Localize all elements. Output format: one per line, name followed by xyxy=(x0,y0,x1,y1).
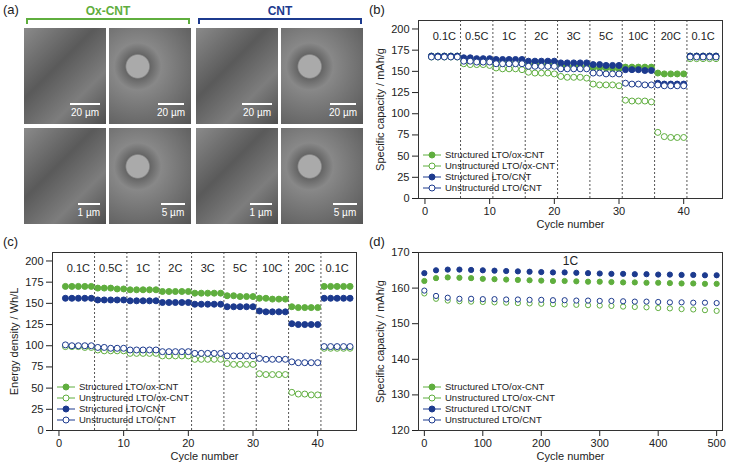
svg-text:10C: 10C xyxy=(628,30,648,42)
html-text:Unstructured LTO/CNT: Unstructured LTO/CNT xyxy=(445,182,542,193)
html-text:Unstructured LTO/ox-CNT: Unstructured LTO/ox-CNT xyxy=(79,392,189,403)
svg-text:20: 20 xyxy=(548,205,560,217)
svg-text:Cycle number: Cycle number xyxy=(537,450,605,462)
svg-text:Cycle number: Cycle number xyxy=(171,450,239,462)
svg-text:Cycle number: Cycle number xyxy=(537,218,605,230)
html-text:Unstructured LTO/ox-CNT: Unstructured LTO/ox-CNT xyxy=(445,160,555,171)
svg-text:2C: 2C xyxy=(168,262,182,274)
svg-text:Specific capacity / mAh/g: Specific capacity / mAh/g xyxy=(374,48,386,171)
html-text:Structured LTO/CNT: Structured LTO/CNT xyxy=(445,403,532,414)
html-text:Structured LTO/ox-CNT: Structured LTO/ox-CNT xyxy=(445,381,545,392)
html-text:(c): (c) xyxy=(3,234,19,249)
svg-text:150: 150 xyxy=(391,65,409,77)
svg-text:150: 150 xyxy=(25,297,43,309)
svg-text:5C: 5C xyxy=(599,30,613,42)
svg-text:50: 50 xyxy=(397,150,409,162)
svg-text:0: 0 xyxy=(56,437,62,449)
html-text:Ox-CNT: Ox-CNT xyxy=(85,4,131,18)
svg-text:40: 40 xyxy=(678,205,690,217)
html-text:20 µm: 20 µm xyxy=(71,107,99,118)
svg-text:200: 200 xyxy=(391,22,409,34)
svg-text:20C: 20C xyxy=(295,262,315,274)
svg-text:100: 100 xyxy=(391,107,409,119)
html-text:CNT: CNT xyxy=(267,4,293,18)
svg-text:1C: 1C xyxy=(563,254,579,268)
svg-text:25: 25 xyxy=(31,403,43,415)
svg-text:100: 100 xyxy=(474,437,492,449)
svg-text:40: 40 xyxy=(312,437,324,449)
html-text:Unstructured LTO/CNT: Unstructured LTO/CNT xyxy=(79,414,176,425)
html-text:20 µm: 20 µm xyxy=(329,107,357,118)
svg-text:120: 120 xyxy=(391,424,409,436)
html-text:(d): (d) xyxy=(369,234,385,249)
svg-text:200: 200 xyxy=(532,437,550,449)
html-text:(a): (a) xyxy=(3,2,19,17)
svg-text:140: 140 xyxy=(391,353,409,365)
html-text:Structured LTO/ox-CNT: Structured LTO/ox-CNT xyxy=(445,149,545,160)
svg-text:160: 160 xyxy=(391,282,409,294)
svg-text:175: 175 xyxy=(25,276,43,288)
svg-text:75: 75 xyxy=(31,360,43,372)
svg-text:30: 30 xyxy=(613,205,625,217)
svg-text:125: 125 xyxy=(25,318,43,330)
svg-text:50: 50 xyxy=(31,382,43,394)
svg-text:0.5C: 0.5C xyxy=(465,30,488,42)
svg-text:0.1C: 0.1C xyxy=(325,262,348,274)
svg-text:170: 170 xyxy=(391,246,409,258)
html-text:Structured LTO/ox-CNT: Structured LTO/ox-CNT xyxy=(79,381,179,392)
svg-text:10C: 10C xyxy=(262,262,282,274)
html-text:Structured LTO/CNT: Structured LTO/CNT xyxy=(445,171,532,182)
svg-text:3C: 3C xyxy=(567,30,581,42)
svg-text:0: 0 xyxy=(37,424,43,436)
svg-text:75: 75 xyxy=(397,128,409,140)
svg-text:0.1C: 0.1C xyxy=(67,262,90,274)
svg-text:10: 10 xyxy=(484,205,496,217)
svg-text:0.5C: 0.5C xyxy=(99,262,122,274)
svg-text:125: 125 xyxy=(391,86,409,98)
svg-text:300: 300 xyxy=(591,437,609,449)
html-text:20 µm: 20 µm xyxy=(243,107,271,118)
svg-text:1C: 1C xyxy=(136,262,150,274)
svg-text:0.1C: 0.1C xyxy=(433,30,456,42)
svg-text:0: 0 xyxy=(421,437,427,449)
svg-text:500: 500 xyxy=(707,437,725,449)
svg-text:400: 400 xyxy=(649,437,667,449)
html-text:5 µm: 5 µm xyxy=(161,207,185,218)
svg-text:20C: 20C xyxy=(661,30,681,42)
html-text:(b): (b) xyxy=(369,2,385,17)
svg-text:175: 175 xyxy=(391,44,409,56)
html-text:1 µm: 1 µm xyxy=(77,207,100,218)
svg-text:10: 10 xyxy=(118,437,130,449)
svg-text:130: 130 xyxy=(391,388,409,400)
svg-text:Energy density / Wh/L: Energy density / Wh/L xyxy=(8,288,20,396)
svg-text:2C: 2C xyxy=(534,30,548,42)
svg-text:100: 100 xyxy=(25,339,43,351)
html-text:5 µm: 5 µm xyxy=(333,207,357,218)
svg-text:30: 30 xyxy=(247,437,259,449)
html-text:Unstructured LTO/ox-CNT: Unstructured LTO/ox-CNT xyxy=(445,392,555,403)
svg-text:0: 0 xyxy=(422,205,428,217)
svg-text:5C: 5C xyxy=(233,262,247,274)
html-text:Unstructured LTO/CNT: Unstructured LTO/CNT xyxy=(445,414,542,425)
svg-text:20: 20 xyxy=(182,437,194,449)
html-text:1 µm: 1 µm xyxy=(249,207,272,218)
svg-text:3C: 3C xyxy=(201,262,215,274)
html-text:Structured LTO/CNT: Structured LTO/CNT xyxy=(79,403,166,414)
svg-text:0.1C: 0.1C xyxy=(691,30,714,42)
svg-text:25: 25 xyxy=(397,171,409,183)
svg-text:200: 200 xyxy=(25,254,43,266)
svg-text:Specific capacity / mAh/g: Specific capacity / mAh/g xyxy=(374,280,386,403)
svg-text:1C: 1C xyxy=(502,30,516,42)
html-text:20 µm: 20 µm xyxy=(157,107,185,118)
svg-text:0: 0 xyxy=(403,192,409,204)
svg-text:150: 150 xyxy=(391,317,409,329)
